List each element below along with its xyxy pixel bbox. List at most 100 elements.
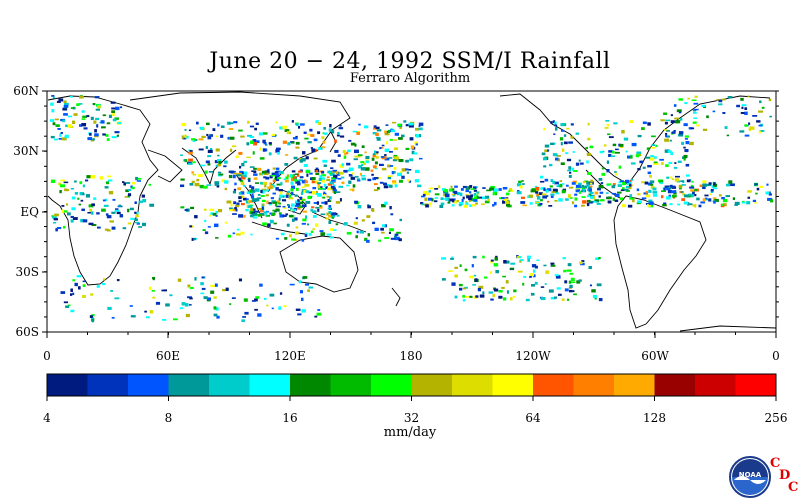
rain-pixel	[332, 177, 336, 180]
rain-pixel	[721, 197, 725, 200]
rain-pixel	[85, 194, 91, 198]
rain-pixel	[474, 278, 478, 282]
rain-pixel	[545, 270, 550, 274]
rain-pixel	[108, 114, 112, 118]
rain-pixel	[398, 238, 402, 242]
rain-pixel	[564, 280, 568, 284]
rain-pixel	[298, 179, 303, 182]
rain-pixel	[149, 310, 154, 314]
rain-pixel	[689, 194, 694, 198]
rain-pixel	[213, 306, 217, 310]
rain-pixel	[212, 128, 216, 132]
rain-pixel	[200, 292, 205, 295]
rain-pixel	[294, 217, 298, 221]
rain-pixel	[246, 191, 252, 194]
rain-pixel	[214, 183, 219, 186]
rain-pixel	[468, 199, 472, 202]
rain-pixel	[744, 124, 748, 127]
rain-pixel	[561, 129, 565, 132]
rain-pixel	[278, 189, 283, 192]
rain-pixel	[586, 181, 592, 185]
rain-pixel	[249, 125, 255, 128]
rain-pixel	[687, 202, 690, 206]
rain-pixel	[721, 98, 726, 101]
rain-pixel	[260, 195, 265, 197]
lon-label: 120W	[515, 349, 551, 363]
rain-pixel	[228, 174, 233, 179]
rain-pixel	[50, 102, 54, 106]
rain-pixel	[612, 150, 615, 154]
rain-pixel	[261, 172, 265, 175]
rain-pixel	[569, 284, 573, 289]
rain-pixel	[665, 134, 668, 138]
rain-pixel	[468, 197, 472, 201]
rain-pixel	[282, 206, 286, 208]
rain-pixel	[378, 239, 381, 242]
rain-pixel	[307, 223, 310, 226]
rain-pixel	[142, 222, 146, 227]
rain-pixel	[320, 232, 326, 236]
rain-pixel	[354, 149, 359, 154]
rain-pixel	[229, 207, 233, 210]
rain-pixel	[635, 154, 640, 158]
rain-pixel	[476, 191, 479, 194]
rain-pixel	[50, 135, 55, 139]
rain-pixel	[316, 201, 320, 205]
rain-pixel	[295, 180, 301, 184]
rain-pixel	[413, 152, 418, 155]
rain-pixel	[607, 133, 611, 136]
rain-pixel	[492, 192, 495, 196]
rain-pixel	[90, 116, 94, 120]
rain-pixel	[469, 185, 473, 188]
rain-pixel	[265, 214, 271, 217]
rain-pixel	[512, 295, 516, 298]
rain-pixel	[569, 197, 573, 199]
rain-pixel	[384, 157, 390, 161]
rain-pixel	[542, 157, 547, 161]
rain-pixel	[484, 200, 490, 204]
rain-pixel	[240, 135, 245, 138]
rain-pixel	[337, 131, 340, 135]
rain-pixel	[116, 134, 119, 137]
rain-pixel	[611, 192, 617, 195]
rain-pixel	[701, 104, 706, 107]
rain-pixel	[614, 151, 620, 154]
rain-pixel	[677, 203, 681, 206]
rain-pixel	[669, 203, 673, 206]
rain-pixel	[270, 183, 274, 187]
rain-pixel	[184, 134, 187, 138]
rain-pixel	[319, 205, 323, 209]
rain-pixel	[337, 177, 342, 180]
rain-pixel	[52, 122, 56, 126]
rain-pixel	[201, 135, 206, 139]
rain-pixel	[372, 154, 376, 158]
rain-pixel	[280, 232, 285, 236]
rain-pixel	[495, 270, 499, 274]
rain-pixel	[458, 202, 464, 206]
rain-pixel	[396, 231, 401, 234]
rain-pixel	[555, 192, 559, 195]
rain-pixel	[123, 182, 126, 186]
rain-pixel	[317, 131, 321, 135]
colorbar-swatch	[695, 374, 736, 396]
rain-pixel	[582, 181, 586, 184]
rain-pixel	[284, 237, 288, 240]
rain-pixel	[394, 184, 398, 188]
rain-pixel	[333, 189, 338, 192]
rain-pixel	[215, 210, 219, 214]
rain-pixel	[560, 142, 563, 146]
rain-pixel	[240, 191, 245, 195]
rain-pixel	[554, 181, 559, 185]
rain-pixel	[356, 131, 360, 135]
rain-pixel	[236, 174, 241, 177]
rain-pixel	[102, 133, 106, 136]
rain-pixel	[568, 141, 573, 144]
rain-pixel	[214, 283, 218, 287]
rain-pixel	[570, 123, 574, 126]
rain-pixel	[87, 137, 93, 141]
rain-pixel	[618, 181, 622, 184]
rain-pixel	[198, 174, 203, 177]
rain-pixel	[236, 233, 241, 236]
rain-pixel	[326, 178, 331, 182]
rain-pixel	[502, 187, 508, 190]
